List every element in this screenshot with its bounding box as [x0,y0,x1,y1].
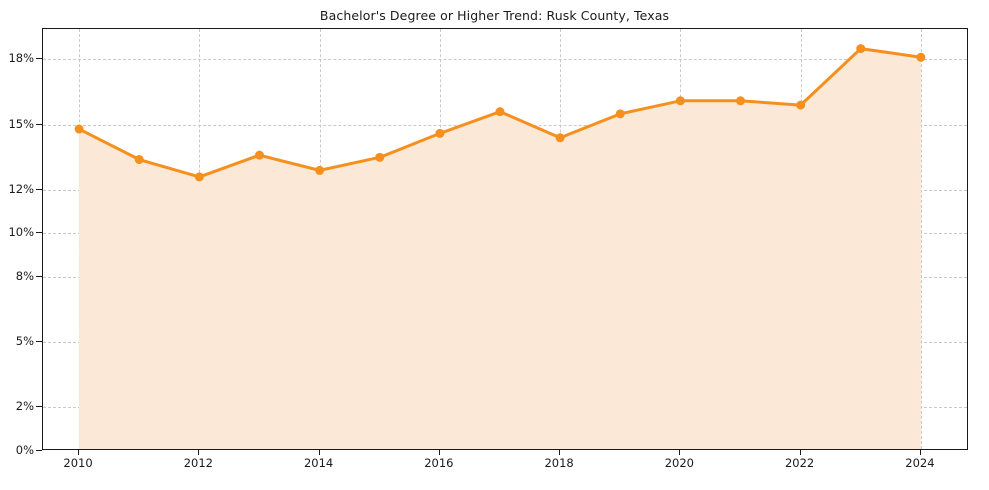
gridline-horizontal [43,59,967,61]
y-axis-tick-labels: 0% 2% 5% 8% 10% 12% 15% 18% [0,0,34,490]
y-axis-tick-mark [36,123,42,125]
x-axis-tick-label: 2018 [544,456,574,470]
data-point-markers [74,44,926,182]
x-axis-tick-mark [438,450,440,455]
x-axis-tick-mark [799,450,801,455]
y-axis-tick-label: 12% [8,181,34,196]
data-point-marker [736,96,746,106]
data-point-marker [675,96,685,106]
x-axis-tick-label: 2024 [905,456,935,470]
plot-area [42,28,968,450]
y-axis-tick-label: 18% [8,51,34,66]
y-axis-tick-label: 5% [15,334,34,349]
area-fill [79,48,921,449]
y-axis-tick-mark [36,450,42,451]
y-axis-tick-mark [36,341,42,343]
data-point-marker [495,107,505,117]
y-axis-tick-mark [36,275,42,277]
y-axis-tick-label: 8% [15,268,34,283]
x-axis-tick-label: 2014 [303,456,334,470]
x-axis-tick-mark [559,450,561,455]
x-axis-tick-mark [679,450,681,455]
x-axis-tick-label: 2010 [63,456,93,470]
x-axis-tick-mark [318,450,320,455]
gridline-vertical [920,29,922,449]
data-point-marker [254,150,264,160]
y-axis-tick-mark [36,406,42,408]
data-point-marker [555,133,565,143]
x-axis-tick-mark [919,450,921,455]
y-axis-tick-label: 2% [15,399,34,414]
data-point-marker [615,109,625,119]
x-axis-tick-mark [198,450,200,455]
data-point-marker [375,152,385,162]
data-point-marker [74,124,84,134]
data-point-marker [856,44,866,54]
x-axis-tick-mark [78,450,80,455]
data-point-marker [194,172,204,182]
y-axis-tick-label: 15% [8,116,34,131]
x-axis-tick-label: 2012 [183,456,213,470]
data-point-marker [796,100,806,110]
x-axis-tick-label: 2022 [784,456,815,470]
y-axis-tick-mark [36,232,42,234]
y-axis-tick-label: 10% [8,225,34,240]
data-point-marker [916,52,926,62]
data-point-marker [435,128,445,138]
series-area-line [74,44,926,449]
chart-title: Bachelor's Degree or Higher Trend: Rusk … [319,8,670,23]
y-axis-tick-mark [36,58,42,60]
y-axis-tick-mark [36,188,42,190]
data-point-marker [315,165,325,175]
y-axis-tick-label: 0% [15,443,34,457]
x-axis-tick-label: 2020 [664,456,695,470]
x-axis-tick-label: 2016 [424,456,454,470]
data-point-marker [134,155,144,165]
